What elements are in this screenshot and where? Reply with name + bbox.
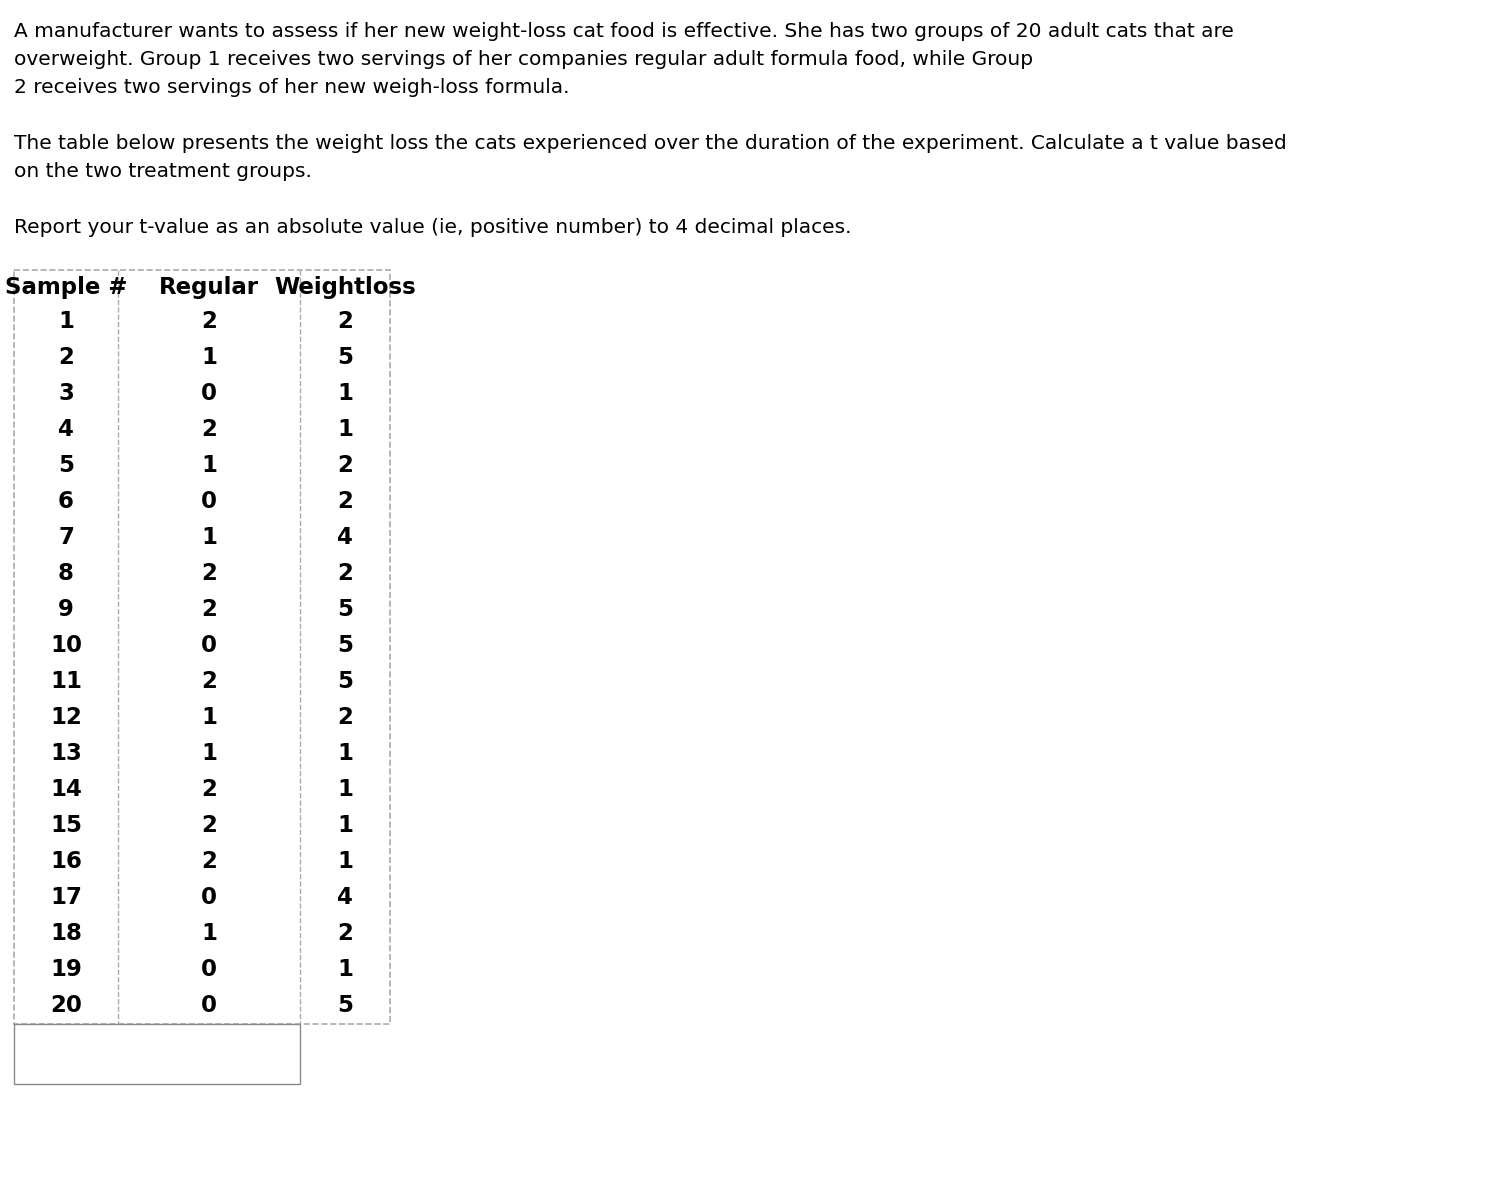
Text: 1: 1: [337, 742, 354, 765]
Text: 7: 7: [58, 526, 73, 548]
Text: 2: 2: [201, 814, 217, 837]
Text: 0: 0: [201, 994, 217, 1017]
Text: 1: 1: [201, 526, 217, 548]
Text: 1: 1: [337, 382, 354, 405]
Text: 2: 2: [201, 778, 217, 801]
Text: 0: 0: [201, 634, 217, 657]
Text: 5: 5: [337, 346, 354, 369]
Text: 2: 2: [201, 310, 217, 333]
Text: 16: 16: [49, 850, 82, 873]
Text: 2: 2: [201, 598, 217, 621]
Text: 2: 2: [201, 850, 217, 873]
Text: 1: 1: [337, 814, 354, 837]
Text: 19: 19: [49, 957, 82, 981]
Text: 2: 2: [337, 310, 354, 333]
Text: 0: 0: [201, 491, 217, 513]
Text: 5: 5: [337, 994, 354, 1017]
Text: 5: 5: [337, 634, 354, 657]
Text: 1: 1: [337, 778, 354, 801]
Text: 2: 2: [337, 561, 354, 585]
Text: 2: 2: [201, 418, 217, 441]
Text: 12: 12: [49, 706, 82, 729]
Text: 1: 1: [337, 957, 354, 981]
Text: 1: 1: [337, 850, 354, 873]
Text: 1: 1: [337, 418, 354, 441]
Text: Weightloss: Weightloss: [274, 277, 416, 299]
Text: 3: 3: [58, 382, 73, 405]
Text: on the two treatment groups.: on the two treatment groups.: [13, 162, 312, 181]
Text: 0: 0: [201, 957, 217, 981]
Text: overweight. Group 1 receives two servings of her companies regular adult formula: overweight. Group 1 receives two serving…: [13, 50, 1034, 69]
Text: 5: 5: [58, 454, 73, 478]
Text: Regular: Regular: [159, 277, 259, 299]
Text: 1: 1: [201, 922, 217, 944]
Text: 20: 20: [49, 994, 82, 1017]
Text: 2: 2: [337, 454, 354, 478]
Text: 8: 8: [58, 561, 73, 585]
Text: Report your t-value as an absolute value (ie, positive number) to 4 decimal plac: Report your t-value as an absolute value…: [13, 217, 851, 238]
Text: 6: 6: [58, 491, 73, 513]
Text: 2: 2: [201, 670, 217, 693]
Text: 1: 1: [201, 742, 217, 765]
Text: The table below presents the weight loss the cats experienced over the duration : The table below presents the weight loss…: [13, 134, 1287, 152]
Text: 4: 4: [337, 886, 354, 909]
Text: 2 receives two servings of her new weigh-loss formula.: 2 receives two servings of her new weigh…: [13, 78, 569, 97]
Text: 17: 17: [49, 886, 82, 909]
Bar: [13, 269, 389, 1024]
Text: 2: 2: [337, 922, 354, 944]
Text: 0: 0: [201, 886, 217, 909]
Text: 2: 2: [337, 706, 354, 729]
Text: 1: 1: [201, 706, 217, 729]
Text: 18: 18: [49, 922, 82, 944]
Text: 4: 4: [58, 418, 73, 441]
Text: 11: 11: [49, 670, 82, 693]
Text: 4: 4: [337, 526, 354, 548]
Text: 1: 1: [58, 310, 73, 333]
Text: 13: 13: [49, 742, 82, 765]
Text: 5: 5: [337, 598, 354, 621]
Text: 14: 14: [49, 778, 82, 801]
Text: Sample #: Sample #: [4, 277, 127, 299]
Text: 1: 1: [201, 346, 217, 369]
Text: 1: 1: [201, 454, 217, 478]
Text: 9: 9: [58, 598, 73, 621]
Text: A manufacturer wants to assess if her new weight-loss cat food is effective. She: A manufacturer wants to assess if her ne…: [13, 22, 1234, 41]
Text: 2: 2: [337, 491, 354, 513]
Text: 2: 2: [201, 561, 217, 585]
Text: 5: 5: [337, 670, 354, 693]
Text: 2: 2: [58, 346, 73, 369]
Text: 15: 15: [49, 814, 82, 837]
Text: 10: 10: [49, 634, 82, 657]
Bar: [13, 1024, 300, 1084]
Text: 0: 0: [201, 382, 217, 405]
